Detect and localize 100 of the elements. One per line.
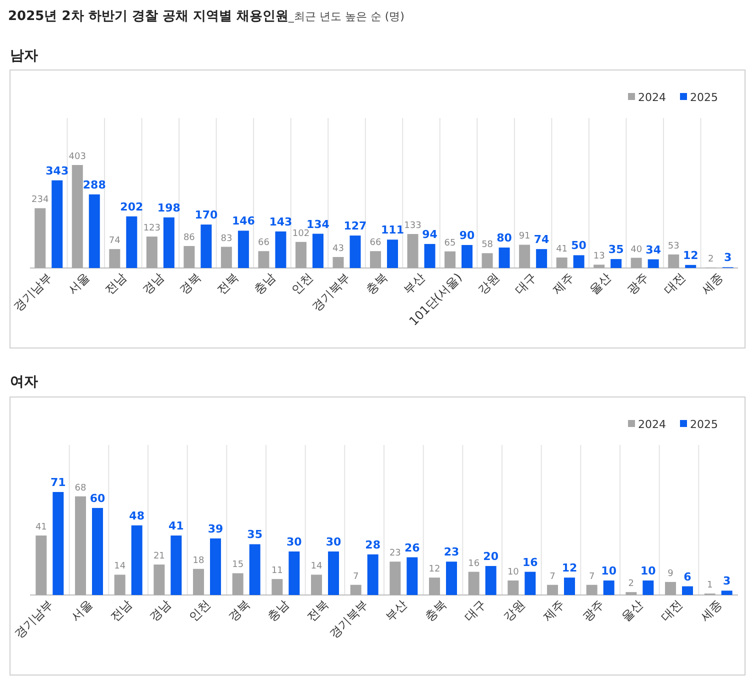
bar	[200, 224, 212, 268]
x-tick-label: 충북	[363, 270, 390, 298]
data-label: 343	[46, 164, 69, 178]
bar	[387, 240, 398, 268]
data-label: 111	[381, 224, 404, 237]
bar	[524, 572, 536, 595]
data-label: 30	[286, 535, 302, 548]
data-label: 30	[326, 535, 342, 548]
data-label: 40	[630, 244, 642, 255]
x-tick-label: 경북	[226, 597, 252, 624]
data-label: 102	[292, 228, 310, 239]
bar	[482, 253, 493, 268]
data-label: 65	[444, 238, 456, 248]
data-label: 234	[32, 195, 49, 206]
data-label: 288	[82, 178, 106, 192]
data-label: 21	[153, 552, 165, 562]
data-label: 28	[365, 538, 380, 552]
bar	[350, 236, 361, 268]
bar	[238, 230, 249, 268]
bar	[154, 564, 165, 595]
x-tick-label: 부산	[382, 597, 410, 624]
data-label: 170	[194, 208, 218, 222]
data-label: 41	[556, 244, 568, 255]
bar	[610, 259, 622, 268]
data-label: 83	[220, 234, 232, 244]
data-label: 23	[389, 548, 401, 559]
data-label: 14	[114, 562, 126, 572]
data-label: 18	[192, 556, 204, 566]
data-label: 12	[562, 562, 578, 575]
text: _최근 년도 높은 순 (명)	[287, 10, 404, 23]
data-label: 7	[352, 572, 359, 582]
x-tick-label: 대구	[462, 597, 488, 624]
bar	[642, 580, 654, 595]
bar	[556, 258, 568, 268]
data-label: 20	[483, 550, 499, 563]
bar	[498, 248, 510, 268]
data-label: 9	[668, 568, 674, 579]
data-label: 10	[601, 564, 617, 578]
x-tick-label: 광주	[580, 597, 606, 624]
bar	[311, 574, 322, 595]
data-label: 12	[428, 564, 440, 575]
bar	[547, 584, 558, 595]
data-label: 34	[646, 243, 662, 256]
legend-label: 2025	[690, 91, 718, 104]
bar	[370, 251, 381, 268]
bar	[272, 579, 283, 595]
bar	[170, 536, 182, 595]
legend-label: 2024	[638, 91, 666, 104]
bar	[462, 245, 473, 268]
data-label: 10	[507, 567, 520, 578]
bar	[564, 578, 575, 595]
x-tick-label: 전북	[214, 270, 242, 298]
bar	[114, 574, 126, 595]
data-label: 68	[74, 483, 86, 494]
data-label: 74	[534, 233, 550, 246]
bar	[275, 231, 286, 268]
x-tick-label: 충남	[264, 597, 292, 624]
bar	[92, 508, 103, 595]
bar	[603, 580, 614, 595]
x-tick-label: 전북	[304, 597, 332, 624]
data-label: 43	[332, 244, 344, 254]
data-label: 80	[496, 232, 512, 245]
bar	[72, 165, 83, 268]
x-tick-label: 강원	[475, 270, 502, 298]
data-label: 16	[522, 556, 538, 569]
bar	[210, 538, 221, 595]
bar	[350, 584, 362, 595]
bar	[184, 246, 195, 268]
data-label: 60	[90, 492, 106, 505]
bar	[586, 584, 598, 595]
text: 2025년 2차 하반기 경찰 공채 지역별 채용인원	[8, 9, 288, 24]
x-tick-label: 경남	[146, 597, 174, 624]
bar	[594, 264, 605, 268]
x-tick-label: 대전	[661, 270, 688, 298]
bar	[258, 251, 270, 268]
bar	[126, 216, 138, 268]
data-label: 94	[422, 228, 438, 241]
data-label: 198	[157, 201, 180, 214]
data-label: 10	[640, 564, 656, 578]
data-label: 3	[724, 251, 732, 264]
bar	[220, 246, 232, 268]
bar	[232, 573, 244, 595]
x-tick-label: 인천	[288, 270, 316, 298]
bar	[52, 492, 64, 595]
bar	[406, 557, 418, 595]
x-tick-label: 전남	[108, 597, 134, 624]
data-label: 58	[482, 240, 494, 250]
bar	[193, 568, 204, 595]
data-label: 2	[628, 579, 634, 590]
x-tick-label: 광주	[624, 270, 651, 298]
x-tick-label: 대구	[512, 270, 540, 298]
data-label: 41	[168, 520, 184, 533]
x-tick-label: 서울	[65, 270, 92, 298]
bar	[312, 234, 324, 268]
bar	[34, 208, 46, 268]
bar	[367, 554, 378, 595]
bar	[626, 592, 637, 595]
bar	[36, 536, 47, 595]
bar	[328, 551, 339, 595]
bar	[630, 258, 642, 268]
